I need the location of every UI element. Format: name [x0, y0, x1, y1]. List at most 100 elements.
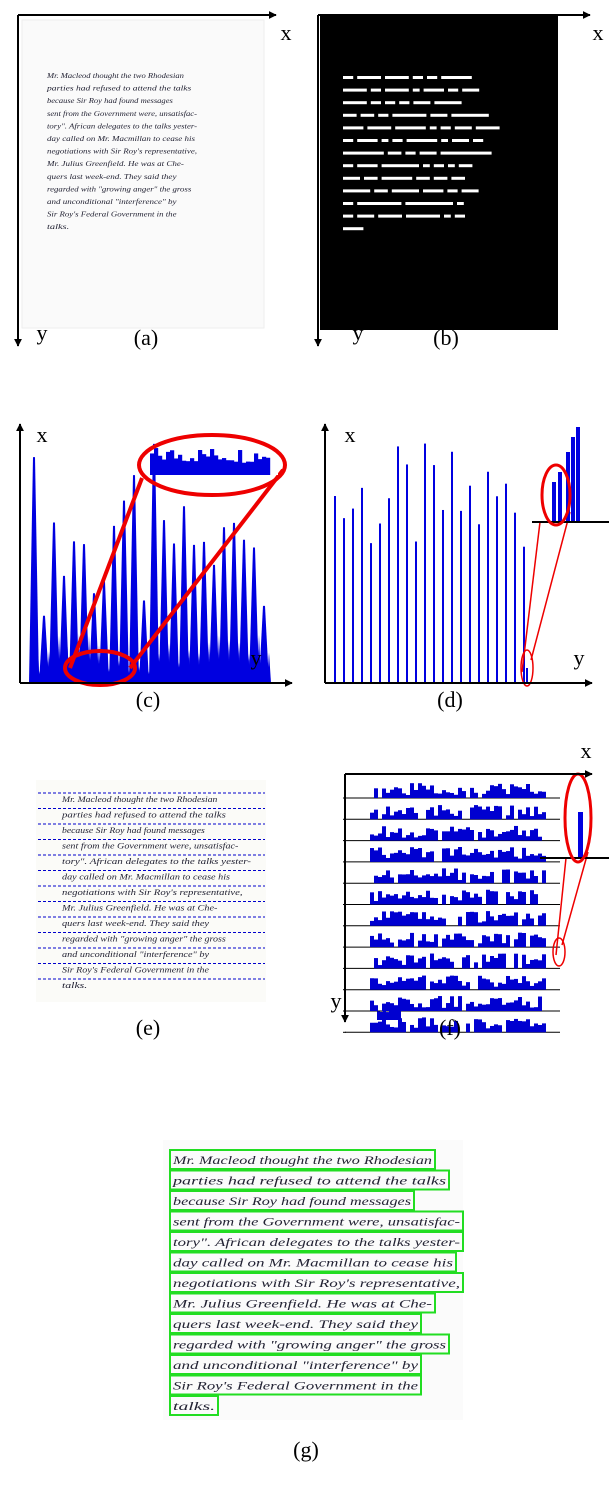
- handwriting-line: and unconditional "interference" by: [62, 950, 210, 959]
- row-bar: [470, 830, 474, 841]
- row-bar: [414, 813, 418, 819]
- row-bar: [526, 1002, 530, 1011]
- row-bar: [382, 911, 386, 925]
- row-bar: [478, 897, 482, 905]
- row-bar: [398, 961, 402, 969]
- zoom-bar: [226, 460, 230, 475]
- axis-label: y: [353, 320, 364, 345]
- row-bar: [426, 919, 430, 926]
- word-blob: [392, 189, 419, 192]
- row-bar: [418, 848, 422, 862]
- word-blob: [367, 126, 391, 129]
- row-bar: [434, 816, 438, 820]
- row-bar: [478, 807, 482, 820]
- row-bar: [542, 938, 546, 947]
- row-bar: [438, 980, 442, 990]
- row-bar: [466, 855, 470, 861]
- row-bar: [482, 935, 486, 947]
- row-bar: [422, 897, 426, 904]
- row-bar: [534, 1023, 538, 1032]
- word-blob: [343, 164, 353, 167]
- zoom-bar: [558, 472, 562, 522]
- word-blob: [385, 89, 409, 92]
- row-bar: [478, 943, 482, 947]
- row-bar: [418, 958, 422, 968]
- row-bar: [374, 1005, 378, 1011]
- word-blob: [343, 202, 353, 205]
- panel-label: (b): [433, 325, 459, 350]
- row-bar: [394, 959, 398, 968]
- handwriting-line: tory". African delegates to the talks ye…: [62, 857, 251, 866]
- row-bar: [426, 1007, 430, 1011]
- word-blob: [343, 177, 360, 180]
- row-bar: [418, 877, 422, 883]
- panel-label: (e): [136, 1015, 160, 1040]
- row-bar: [518, 983, 522, 990]
- row-bar: [482, 979, 486, 990]
- row-bar: [430, 981, 434, 989]
- row-bar: [454, 795, 458, 798]
- row-bar: [466, 955, 470, 968]
- projection-bar: [361, 488, 363, 683]
- row-bar: [398, 940, 402, 948]
- row-bar: [490, 956, 494, 968]
- row-bar: [446, 935, 450, 947]
- handwriting-line: negotiations with Sir Roy's representati…: [47, 148, 197, 156]
- row-bar: [530, 986, 534, 990]
- word-blob: [361, 114, 375, 117]
- row-bar: [386, 793, 390, 798]
- word-blob: [441, 126, 451, 129]
- handwriting-line: day called on Mr. Macmillan to cease his: [173, 1256, 453, 1270]
- row-bar: [514, 939, 518, 947]
- row-bar: [502, 954, 506, 969]
- zoom-bar: [162, 460, 166, 475]
- row-bar: [406, 979, 410, 990]
- row-bar: [446, 848, 450, 862]
- row-bar: [370, 834, 374, 840]
- row-bar: [426, 941, 430, 947]
- row-bar: [494, 806, 498, 819]
- row-bar: [414, 849, 418, 862]
- row-bar: [402, 895, 406, 904]
- zoom-bar: [246, 462, 250, 475]
- row-bar: [506, 1020, 510, 1032]
- word-blob: [357, 215, 374, 218]
- row-bar: [426, 828, 430, 840]
- word-blob: [364, 177, 378, 180]
- row-bar: [470, 1002, 474, 1011]
- panel-label: (g): [293, 1437, 319, 1462]
- row-bar: [430, 785, 434, 798]
- row-bar: [518, 1021, 522, 1032]
- row-bar: [422, 835, 426, 840]
- zoom-bar: [210, 449, 214, 475]
- row-bar: [466, 912, 470, 926]
- word-blob: [451, 114, 488, 117]
- row-bar: [402, 814, 406, 819]
- row-bar: [392, 1010, 395, 1020]
- row-bar: [490, 811, 494, 819]
- row-bar: [390, 877, 394, 883]
- word-blob: [378, 114, 388, 117]
- row-bar: [534, 829, 538, 841]
- word-blob: [434, 101, 461, 104]
- row-bar: [494, 858, 498, 862]
- word-blob: [357, 76, 381, 79]
- projection-bar: [352, 509, 354, 683]
- row-bar: [410, 1025, 414, 1032]
- row-bar: [422, 976, 426, 990]
- word-blob: [343, 101, 367, 104]
- row-bar: [410, 912, 414, 926]
- row-bar: [450, 856, 454, 862]
- row-bar: [530, 918, 534, 925]
- word-blob: [427, 76, 437, 79]
- row-bar: [462, 830, 466, 841]
- row-bar: [398, 810, 402, 819]
- row-bar: [390, 1027, 394, 1032]
- row-bar: [406, 1000, 410, 1011]
- row-bar: [494, 1024, 498, 1032]
- handwriting-line: regarded with "growing anger" the gross: [47, 185, 192, 193]
- row-bar: [510, 847, 514, 862]
- projection-bar: [478, 524, 480, 683]
- row-bar: [470, 788, 474, 798]
- word-blob: [452, 139, 469, 142]
